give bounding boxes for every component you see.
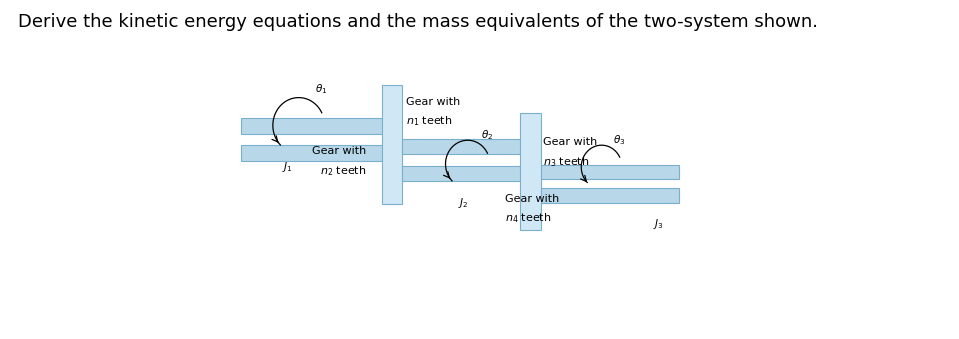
Text: $n_3$ teeth: $n_3$ teeth xyxy=(544,155,590,169)
Text: Gear with: Gear with xyxy=(312,146,366,156)
Bar xyxy=(541,164,679,179)
Bar xyxy=(521,114,541,231)
Bar xyxy=(541,188,679,203)
Bar xyxy=(402,165,522,181)
Bar xyxy=(382,85,402,204)
Text: $n_4$ teeth: $n_4$ teeth xyxy=(504,212,551,225)
Text: $n_2$ teeth: $n_2$ teeth xyxy=(319,164,366,178)
Text: $J_2$: $J_2$ xyxy=(457,196,468,210)
Bar xyxy=(402,139,522,154)
Bar xyxy=(242,145,385,161)
Text: $\theta_1$: $\theta_1$ xyxy=(316,82,328,96)
Text: $\theta_3$: $\theta_3$ xyxy=(613,133,625,147)
Text: Gear with: Gear with xyxy=(406,97,460,106)
Text: Gear with: Gear with xyxy=(544,137,597,147)
Text: $n_1$ teeth: $n_1$ teeth xyxy=(406,115,453,128)
Text: $J_3$: $J_3$ xyxy=(653,217,665,231)
Bar xyxy=(242,118,385,134)
Text: Gear with: Gear with xyxy=(504,194,559,204)
Text: $J_1$: $J_1$ xyxy=(282,160,293,174)
Text: Derive the kinetic energy equations and the mass equivalents of the two-system s: Derive the kinetic energy equations and … xyxy=(18,13,818,31)
Text: $\theta_2$: $\theta_2$ xyxy=(480,128,493,142)
